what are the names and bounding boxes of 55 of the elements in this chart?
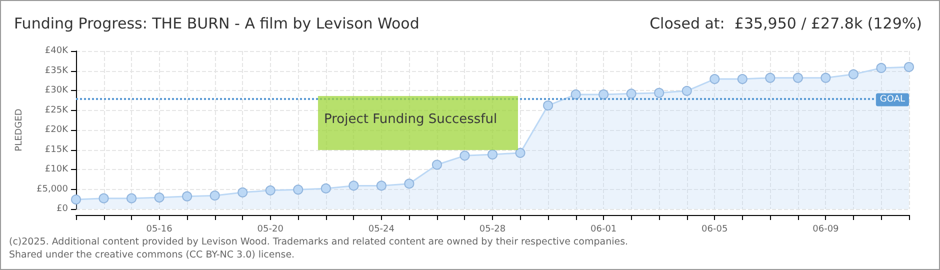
chart-title: Funding Progress: THE BURN - A film by Levison Wood [14, 14, 420, 32]
point [293, 184, 304, 195]
x-tick-label: 05-16 [146, 224, 173, 234]
point [154, 192, 164, 203]
ref-line-label: GOAL [880, 94, 905, 105]
y-tick-label: £40K [44, 46, 70, 56]
point [904, 62, 914, 72]
point [626, 88, 636, 99]
point [737, 74, 748, 84]
x-tick-label: 06-09 [812, 224, 840, 234]
text: Shared under the creative commons (CC BY-NC 3.0) license. [9, 250, 295, 260]
text: (c)2025. Additional content provided by Levison Wood. Trademarks and related content are owned by their respective companies. [9, 236, 628, 248]
point [238, 187, 248, 198]
y-axis-title: PLEDGED [14, 108, 24, 152]
x-tick-label: 05-24 [368, 224, 395, 234]
point [320, 183, 331, 194]
point [265, 185, 276, 196]
point [570, 89, 581, 100]
y-tick-label: £0 [56, 204, 68, 214]
point [848, 69, 858, 80]
x-tick-label: 06-05 [702, 224, 728, 234]
point [460, 150, 470, 161]
point [348, 180, 359, 191]
y-tick-label: £25K [44, 105, 70, 116]
point [876, 62, 886, 73]
banner: Project Funding Successful [318, 96, 518, 150]
point [792, 72, 803, 83]
point [404, 178, 414, 189]
x-tick-label: 06-01 [590, 224, 617, 234]
point [182, 191, 192, 202]
y-tick-label: £30K [44, 86, 70, 96]
point [710, 74, 720, 84]
point [71, 194, 81, 205]
point [98, 193, 109, 204]
point [210, 190, 220, 201]
y-tick-label: £10K [44, 164, 70, 174]
point [820, 72, 831, 83]
point [682, 86, 692, 96]
point [432, 160, 442, 170]
point [543, 100, 554, 111]
x-tick-label: 05-28 [479, 224, 506, 234]
annotation: Project Funding Successful [324, 112, 498, 127]
point [765, 72, 776, 83]
x-tick-label: 05-20 [257, 224, 284, 234]
y-tick-label: £35K [44, 66, 70, 76]
chart-subtitle: Closed at: £35,950 / £27.8k (129%) [650, 14, 922, 32]
point [126, 193, 137, 204]
y-tick-label: £20K [44, 125, 70, 135]
point [376, 180, 386, 191]
y-tick-label: £15K [44, 144, 70, 155]
y-tick-label: £5,000 [36, 184, 68, 194]
point [654, 88, 664, 98]
point [488, 149, 498, 160]
point [598, 89, 609, 100]
point [515, 148, 526, 158]
